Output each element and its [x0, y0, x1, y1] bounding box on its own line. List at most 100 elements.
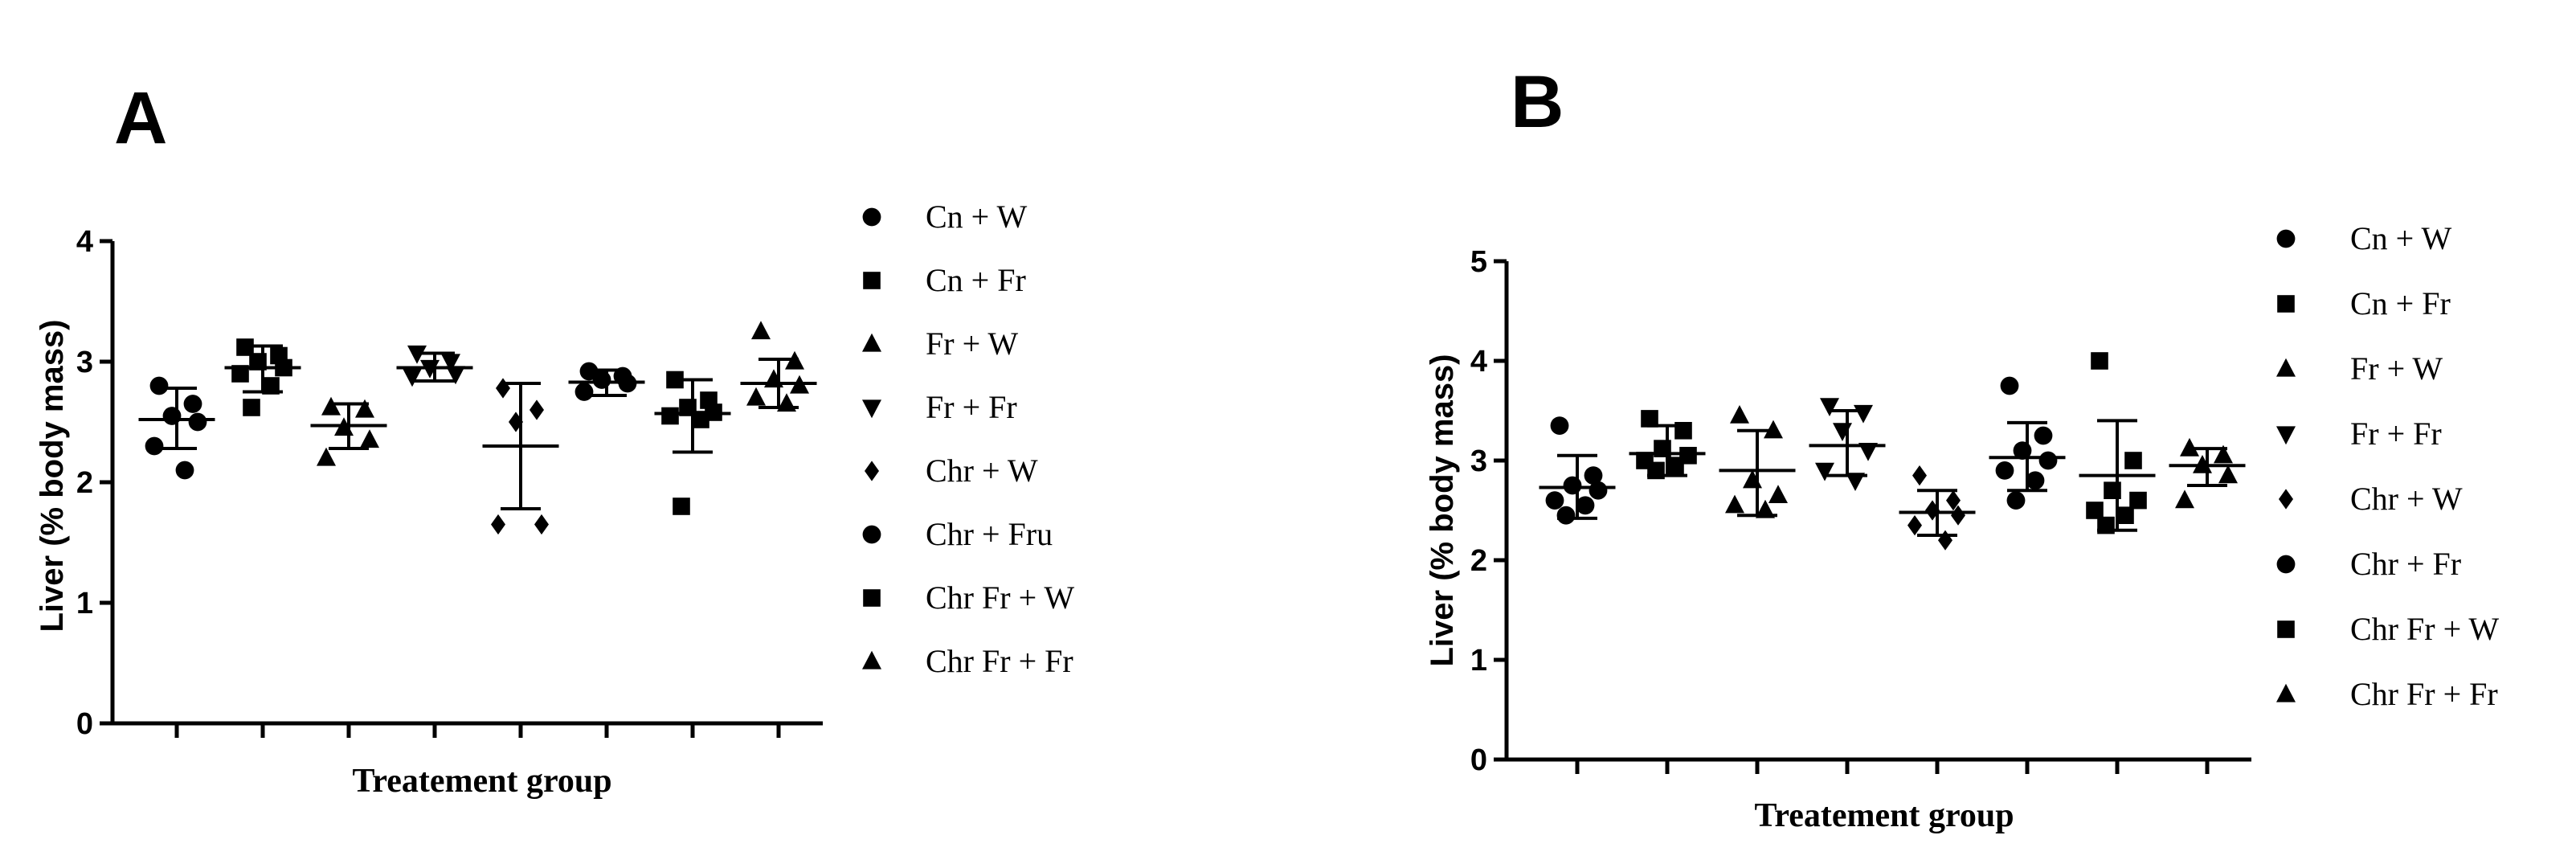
panel-b-legend-label: Chr + Fr: [2350, 546, 2461, 582]
panel-b-group: [1989, 376, 2066, 510]
panel-b-legend-label: Cn + W: [2350, 220, 2452, 256]
panel-a-data-point: [243, 399, 260, 416]
panel-letter-b: B: [1511, 61, 1564, 143]
panel-b-data-point: [1995, 461, 2014, 480]
panel-a-data-point: [231, 365, 249, 383]
panel-a-legend-label: Chr + Fru: [926, 516, 1053, 552]
panel-b-data-point: [1666, 457, 1684, 474]
panel-b: B Liver (% body mass) Treatement group 0…: [1425, 61, 2499, 834]
panel-a-group: [740, 321, 817, 412]
panel-b-data-point: [1589, 481, 1608, 500]
panel-b-group: [2169, 437, 2246, 509]
panel-b-data-point: [1545, 491, 1564, 510]
panel-b-data-point: [1820, 398, 1839, 416]
panel-a-data-point: [491, 514, 505, 535]
panel-b-legend-marker: [2276, 358, 2296, 377]
panel-a-data-point: [785, 350, 804, 370]
panel-b-data-point: [2116, 506, 2134, 524]
panel-a-data-point: [183, 395, 202, 413]
panel-b-data-point: [1674, 422, 1692, 440]
panel-a-data-point: [321, 396, 341, 416]
panel-b-legend-item: Chr Fr + Fr: [2276, 676, 2498, 712]
panel-b-legend-item: Fr + W: [2276, 350, 2443, 387]
panel-a-legend-item: Chr Fr + W: [863, 579, 1074, 616]
panel-a-legend-label: Cn + Fr: [926, 262, 1026, 298]
panel-b-data-point: [1647, 461, 1665, 480]
panel-b-legend-label: Chr + W: [2350, 481, 2463, 517]
panel-b-legend-marker: [2279, 489, 2293, 510]
panel-b-data-point: [1576, 496, 1595, 515]
panel-a-legend-marker: [863, 272, 881, 289]
panel-b-data-point: [1584, 466, 1603, 485]
panel-b-data-point: [2214, 444, 2233, 464]
panel-b-y-tick-label: 4: [1470, 345, 1487, 379]
panel-a-y-tick-label: 1: [76, 587, 93, 620]
panel-b-y-tick-label: 5: [1470, 245, 1487, 279]
panel-a-data-point: [751, 321, 771, 340]
panel-b-data-point: [2006, 491, 2026, 510]
panel-a-legend-label: Fr + W: [926, 326, 1018, 362]
panel-b-data-point: [1730, 405, 1749, 424]
panel-b-group: [1899, 465, 1976, 551]
panel-b-legend-label: Cn + Fr: [2350, 285, 2451, 321]
panel-a-group: [138, 376, 215, 480]
panel-a-x-axis-title: Treatement group: [352, 763, 611, 800]
panel-b-data-point: [2000, 376, 2019, 395]
panel-a-group: [654, 371, 731, 515]
panel-a-data-point: [360, 429, 379, 448]
panel-b-data-point: [1925, 500, 1940, 521]
panel-b-x-axis-title: Treatement group: [1754, 797, 2014, 834]
panel-b-legend-marker: [2276, 683, 2296, 702]
panel-b-legend-item: Fr + Fr: [2276, 416, 2442, 452]
panel-b-group: [1539, 416, 1616, 525]
panel-b-legend-label: Chr Fr + Fr: [2350, 676, 2498, 712]
panel-b-data-point: [1854, 404, 1873, 424]
panel-b-data-point: [1550, 416, 1569, 435]
panel-b-legend-marker: [2276, 555, 2296, 574]
panel-a-data-point: [692, 411, 709, 428]
panel-b-data-point: [1907, 515, 1922, 536]
panel-a-marks: [138, 321, 817, 535]
panel-b-data-point: [1951, 505, 1965, 526]
panel-a-data-point: [441, 354, 460, 373]
panel-a-y-axis-title: Liver (% body mass): [35, 319, 70, 632]
panel-a-legend-marker: [865, 461, 879, 481]
panel-a-data-point: [334, 417, 354, 436]
panel-b-data-point: [1815, 462, 1834, 481]
panel-b-data-point: [1654, 440, 1671, 457]
panel-a-legend-item: Chr + W: [865, 452, 1038, 489]
panel-b-data-point: [1768, 485, 1788, 503]
panel-a-data-point: [509, 412, 523, 432]
panel-b-legend-marker: [2276, 229, 2296, 248]
panel-b-group: [1809, 398, 1886, 491]
panel-b-y-tick-label: 1: [1470, 644, 1487, 678]
panel-b-data-point: [1743, 469, 1762, 489]
panel-b-legend-item: Chr Fr + W: [2277, 611, 2499, 647]
panel-a-data-point: [496, 378, 510, 399]
panel-letter-a: A: [114, 77, 167, 159]
panel-b-legend-label: Fr + W: [2350, 350, 2443, 387]
panel-a-legend-item: Fr + W: [862, 326, 1018, 362]
panel-b-data-point: [2086, 502, 2104, 519]
panel-b-legend-marker: [2276, 426, 2296, 445]
panel-a-legend-item: Chr Fr + Fr: [862, 643, 1073, 679]
panel-b-y-tick-label: 3: [1470, 444, 1487, 478]
panel-a-data-point: [149, 376, 169, 395]
panel-a-data-point: [673, 498, 690, 515]
panel-b-data-point: [1556, 506, 1576, 525]
panel-a-data-point: [777, 393, 796, 412]
panel-a-legend-label: Fr + Fr: [926, 389, 1017, 425]
panel-a-data-point: [618, 374, 637, 393]
panel-a-legend-marker: [863, 589, 881, 607]
panel-a-data-point: [236, 338, 254, 356]
panel-a-legend-marker: [862, 207, 881, 227]
panel-b-marks: [1539, 352, 2246, 551]
panel-b-legend-item: Chr + Fr: [2276, 546, 2461, 582]
panel-b-data-point: [2034, 426, 2053, 445]
panel-b-data-point: [2038, 451, 2058, 470]
panel-b-data-point: [2026, 471, 2045, 490]
panel-a-legend: Cn + W Cn + Fr Fr + W Fr + Fr Chr + W Chr + F…: [862, 199, 1074, 679]
panel-a-data-point: [403, 368, 422, 387]
panel-b-group: [1719, 405, 1796, 518]
panel-a-group: [224, 338, 301, 416]
